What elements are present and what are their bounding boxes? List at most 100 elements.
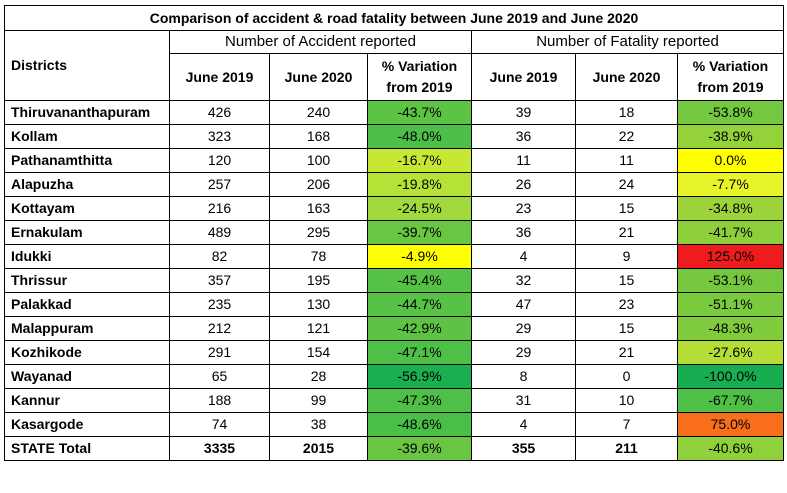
fat-2019-cell: 26 [471, 172, 576, 197]
fat-2019-cell: 47 [471, 292, 576, 317]
table-row: Kozhikode 291 154 -47.1% 29 21 -27.6% [4, 340, 784, 365]
fat-2020-cell: 21 [575, 340, 678, 365]
total-row: STATE Total 3335 2015 -39.6% 355 211 -40.6% [4, 436, 784, 461]
acc-2019-cell: 212 [169, 316, 270, 341]
table-row: Wayanad 65 28 -56.9% 8 0 -100.0% [4, 364, 784, 389]
district-cell: Pathanamthitta [4, 148, 170, 173]
district-cell: Kannur [4, 388, 170, 413]
acc-variation-cell: -42.9% [367, 316, 472, 341]
acc-variation-cell: -48.0% [367, 124, 472, 149]
fat-2019-cell: 4 [471, 412, 576, 437]
table-row: Alapuzha 257 206 -19.8% 26 24 -7.7% [4, 172, 784, 197]
fat-2019-cell: 29 [471, 316, 576, 341]
acc-2020-cell: 163 [269, 196, 368, 221]
table-row: Thiruvananthapuram 426 240 -43.7% 39 18 -53.8% [4, 100, 784, 125]
district-cell: Ernakulam [4, 220, 170, 245]
acc-2019-cell: 357 [169, 268, 270, 293]
acc-variation-cell: -43.7% [367, 100, 472, 125]
acc-variation-cell: -39.6% [367, 436, 472, 461]
fat-2020-cell: 11 [575, 148, 678, 173]
acc-variation-cell: -39.7% [367, 220, 472, 245]
acc-june2019-header: June 2019 [169, 53, 270, 101]
fat-variation-cell: -48.3% [677, 316, 784, 341]
fat-variation-cell: -27.6% [677, 340, 784, 365]
district-cell: Kollam [4, 124, 170, 149]
fat-2020-cell: 15 [575, 268, 678, 293]
fat-2019-cell: 29 [471, 340, 576, 365]
fat-2020-cell: 10 [575, 388, 678, 413]
acc-2020-cell: 28 [269, 364, 368, 389]
district-cell: Wayanad [4, 364, 170, 389]
fat-2020-cell: 24 [575, 172, 678, 197]
fat-2019-cell: 39 [471, 100, 576, 125]
acc-2020-cell: 99 [269, 388, 368, 413]
fat-variation-cell: -7.7% [677, 172, 784, 197]
acc-variation-header: % Variation from 2019 [367, 53, 472, 101]
acc-2019-cell: 3335 [169, 436, 270, 461]
district-cell: Kottayam [4, 196, 170, 221]
fat-variation-cell: -41.7% [677, 220, 784, 245]
acc-2019-cell: 216 [169, 196, 270, 221]
fat-2020-cell: 15 [575, 196, 678, 221]
fat-2020-cell: 18 [575, 100, 678, 125]
fat-2019-cell: 36 [471, 220, 576, 245]
acc-june2020-header: June 2020 [269, 53, 368, 101]
district-cell: Kasargode [4, 412, 170, 437]
fat-variation-cell: 0.0% [677, 148, 784, 173]
table-row: Pathanamthitta 120 100 -16.7% 11 11 0.0% [4, 148, 784, 173]
fat-variation-cell: -67.7% [677, 388, 784, 413]
table-title: Comparison of accident & road fatality b… [4, 5, 784, 31]
table-row: Kannur 188 99 -47.3% 31 10 -67.7% [4, 388, 784, 413]
districts-header: Districts [4, 30, 170, 101]
district-cell: Thrissur [4, 268, 170, 293]
table-row: Palakkad 235 130 -44.7% 47 23 -51.1% [4, 292, 784, 317]
fat-variation-cell: -100.0% [677, 364, 784, 389]
acc-2019-cell: 82 [169, 244, 270, 269]
fat-variation-cell: 125.0% [677, 244, 784, 269]
acc-2019-cell: 489 [169, 220, 270, 245]
acc-2019-cell: 323 [169, 124, 270, 149]
fat-2020-cell: 23 [575, 292, 678, 317]
table-row: Kollam 323 168 -48.0% 36 22 -38.9% [4, 124, 784, 149]
fat-2020-cell: 21 [575, 220, 678, 245]
district-cell: Kozhikode [4, 340, 170, 365]
accident-comparison-table: Comparison of accident & road fatality b… [4, 5, 784, 461]
fat-2019-cell: 36 [471, 124, 576, 149]
acc-2020-cell: 295 [269, 220, 368, 245]
district-cell: Alapuzha [4, 172, 170, 197]
fat-2020-cell: 22 [575, 124, 678, 149]
fat-2020-cell: 9 [575, 244, 678, 269]
fat-june2019-header: June 2019 [471, 53, 576, 101]
district-cell: Palakkad [4, 292, 170, 317]
acc-variation-cell: -16.7% [367, 148, 472, 173]
fat-variation-cell: -34.8% [677, 196, 784, 221]
fat-2019-cell: 4 [471, 244, 576, 269]
acc-2020-cell: 78 [269, 244, 368, 269]
acc-2020-cell: 168 [269, 124, 368, 149]
table-row: Kottayam 216 163 -24.5% 23 15 -34.8% [4, 196, 784, 221]
acc-2019-cell: 65 [169, 364, 270, 389]
acc-2020-cell: 154 [269, 340, 368, 365]
district-cell: Idukki [4, 244, 170, 269]
acc-variation-cell: -56.9% [367, 364, 472, 389]
fat-2020-cell: 7 [575, 412, 678, 437]
acc-2020-cell: 206 [269, 172, 368, 197]
table-row: Idukki 82 78 -4.9% 4 9 125.0% [4, 244, 784, 269]
acc-variation-cell: -45.4% [367, 268, 472, 293]
table-row: Malappuram 212 121 -42.9% 29 15 -48.3% [4, 316, 784, 341]
fat-variation-cell: -53.1% [677, 268, 784, 293]
acc-2020-cell: 121 [269, 316, 368, 341]
fat-2019-cell: 32 [471, 268, 576, 293]
accident-group-header: Number of Accident reported [169, 30, 472, 54]
acc-2020-cell: 195 [269, 268, 368, 293]
district-cell: Malappuram [4, 316, 170, 341]
fat-variation-cell: -51.1% [677, 292, 784, 317]
acc-2019-cell: 291 [169, 340, 270, 365]
acc-2019-cell: 235 [169, 292, 270, 317]
acc-2020-cell: 2015 [269, 436, 368, 461]
fat-variation-cell: -38.9% [677, 124, 784, 149]
acc-variation-cell: -24.5% [367, 196, 472, 221]
district-cell: STATE Total [4, 436, 170, 461]
acc-2019-cell: 74 [169, 412, 270, 437]
acc-2020-cell: 38 [269, 412, 368, 437]
